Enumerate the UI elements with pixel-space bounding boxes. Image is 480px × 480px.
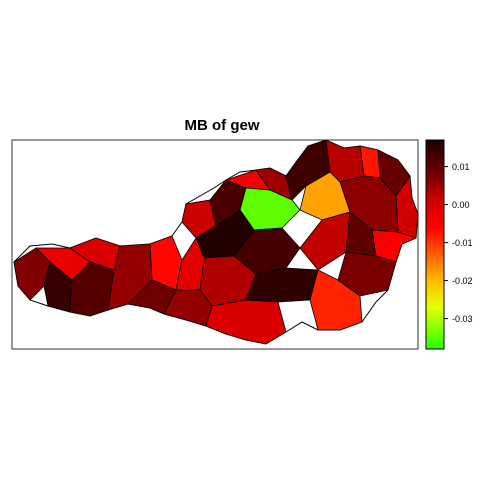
legend-tick-label: 0.00 [452, 200, 470, 210]
district-region [127, 279, 177, 315]
legend-tick-label: -0.03 [452, 314, 473, 324]
district-region [309, 269, 363, 331]
legend-tick-label: -0.01 [452, 238, 473, 248]
chart-title: MB of gew [185, 117, 260, 134]
district-region [205, 299, 287, 344]
legend-tick-label: 0.01 [452, 162, 470, 172]
legend-colorbar [425, 139, 445, 350]
legend-tick-label: -0.02 [452, 276, 473, 286]
plot-frame [11, 139, 419, 350]
district-region [43, 261, 73, 313]
